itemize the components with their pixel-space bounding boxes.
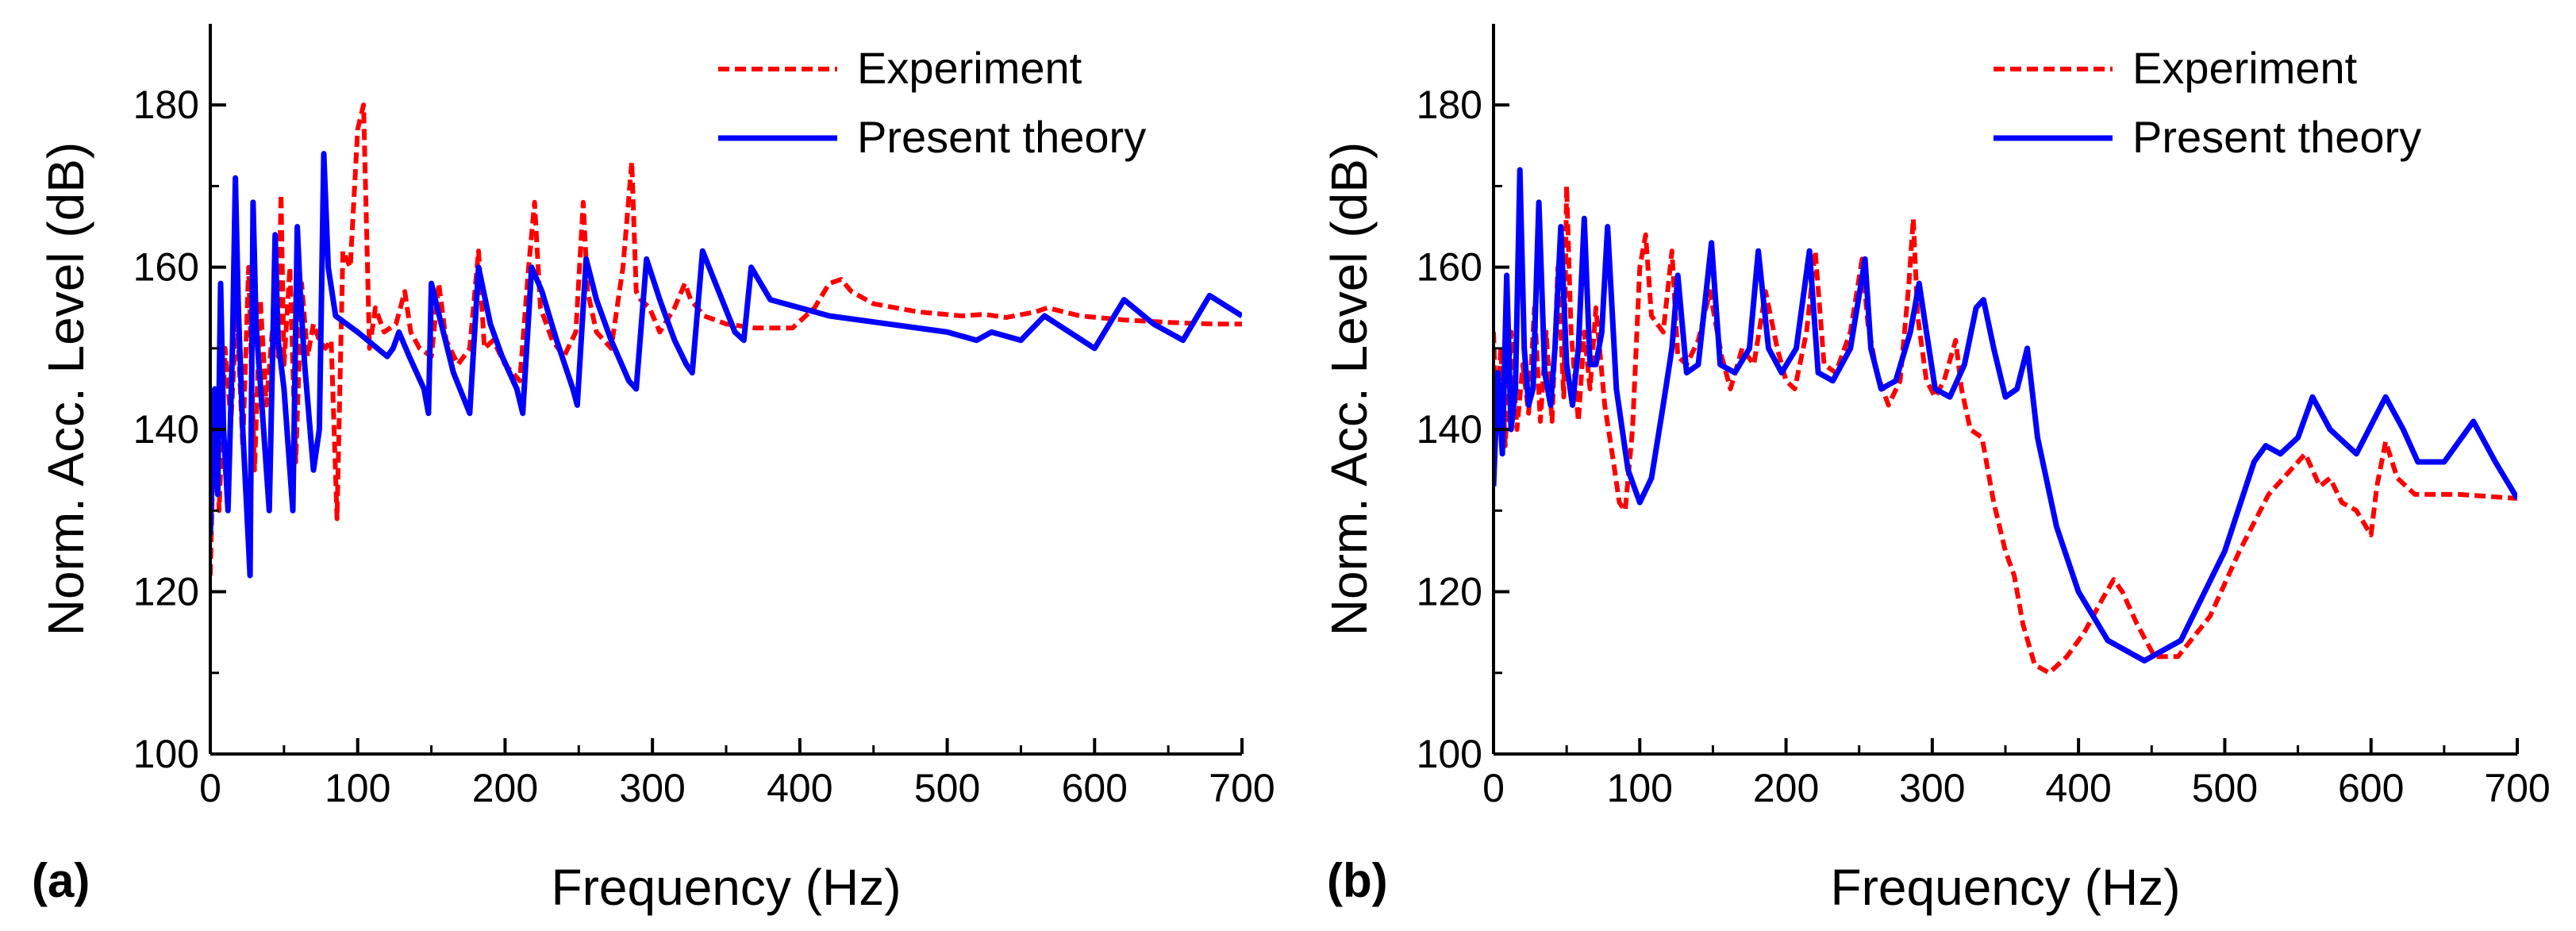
x-tick-label: 200: [472, 766, 538, 810]
x-tick-label: 700: [1209, 766, 1275, 810]
legend-label: Present theory: [857, 112, 1146, 162]
series-line-present-theory: [210, 151, 1242, 579]
y-axis-title: Norm. Acc. Level (dB): [1321, 142, 1378, 636]
legend-label: Experiment: [857, 43, 1082, 93]
x-tick-label: 100: [1607, 766, 1673, 810]
series-line-present-theory: [1494, 167, 2517, 664]
x-tick-label: 0: [199, 766, 221, 810]
x-tick-label: 0: [1482, 766, 1505, 810]
x-tick-label: 300: [1899, 766, 1965, 810]
panel-label: (a): [32, 854, 90, 907]
panel-label: (b): [1327, 854, 1388, 907]
chart-panel-a: 0 100 200 300 400 500 600 700100120140160180Fre…: [32, 24, 1275, 916]
x-tick-label: 600: [1062, 766, 1128, 810]
x-tick-label: 200: [1753, 766, 1819, 810]
y-tick-label: 140: [133, 407, 199, 452]
x-tick-label: 400: [767, 766, 832, 810]
y-axis-title: Norm. Acc. Level (dB): [37, 142, 94, 636]
x-tick-label: 500: [2192, 766, 2258, 810]
x-tick-label: 500: [914, 766, 980, 810]
x-tick-label: 100: [325, 766, 390, 810]
y-tick-label: 180: [133, 83, 199, 127]
legend-label: Present theory: [2132, 112, 2421, 162]
series-line-experiment: [210, 102, 1242, 576]
chart-panel-b: 0 100 200 300 400 500 600 700100120140160180Fre…: [1321, 24, 2551, 916]
y-tick-label: 100: [133, 732, 199, 776]
x-tick-label: 700: [2484, 766, 2550, 810]
y-tick-label: 180: [1417, 83, 1482, 127]
x-tick-label: 300: [619, 766, 685, 810]
legend-label: Experiment: [2132, 43, 2358, 93]
x-axis-title: Frequency (Hz): [552, 859, 902, 916]
y-tick-label: 140: [1417, 407, 1482, 452]
y-tick-label: 160: [133, 245, 199, 290]
y-tick-label: 100: [1417, 732, 1482, 776]
y-tick-label: 160: [1417, 245, 1482, 290]
y-tick-label: 120: [133, 570, 199, 614]
x-tick-label: 400: [2045, 766, 2111, 810]
x-axis-title: Frequency (Hz): [1831, 859, 2181, 916]
series-line-experiment: [1494, 183, 2517, 675]
x-tick-label: 600: [2338, 766, 2404, 810]
y-tick-label: 120: [1417, 570, 1482, 614]
